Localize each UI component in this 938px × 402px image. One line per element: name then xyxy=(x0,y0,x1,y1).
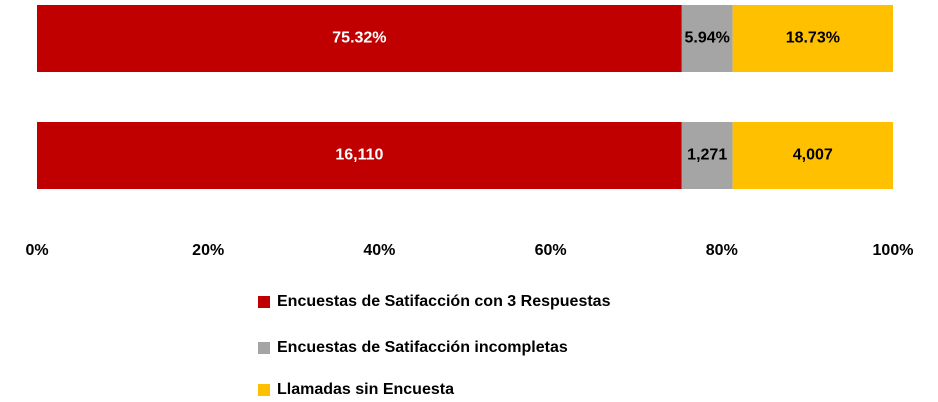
x-tick-label: 0% xyxy=(25,242,48,259)
legend-swatch xyxy=(258,296,270,308)
bar-segment xyxy=(732,5,893,72)
x-tick-label: 20% xyxy=(192,242,224,259)
x-tick-label: 40% xyxy=(363,242,395,259)
bar-segment xyxy=(37,5,682,72)
legend-label: Llamadas sin Encuesta xyxy=(277,381,454,398)
bar-segment xyxy=(732,122,893,189)
legend-label: Encuestas de Satifacción con 3 Respuesta… xyxy=(277,293,611,310)
data-label: 1,271 xyxy=(687,147,727,164)
bar-segment xyxy=(681,122,733,189)
data-label: 5.94% xyxy=(685,30,730,47)
data-label: 16,110 xyxy=(335,147,383,164)
bar-segment xyxy=(681,5,733,72)
x-tick-label: 80% xyxy=(706,242,738,259)
legend-label: Encuestas de Satifacción incompletas xyxy=(277,339,568,356)
legend-swatch xyxy=(258,384,270,396)
x-tick-label: 60% xyxy=(535,242,567,259)
data-label: 18.73% xyxy=(786,30,840,47)
data-label: 4,007 xyxy=(793,147,833,164)
x-tick-label: 100% xyxy=(873,242,914,259)
bar-segment xyxy=(37,122,682,189)
data-label: 75.32% xyxy=(332,30,386,47)
legend-swatch xyxy=(258,342,270,354)
